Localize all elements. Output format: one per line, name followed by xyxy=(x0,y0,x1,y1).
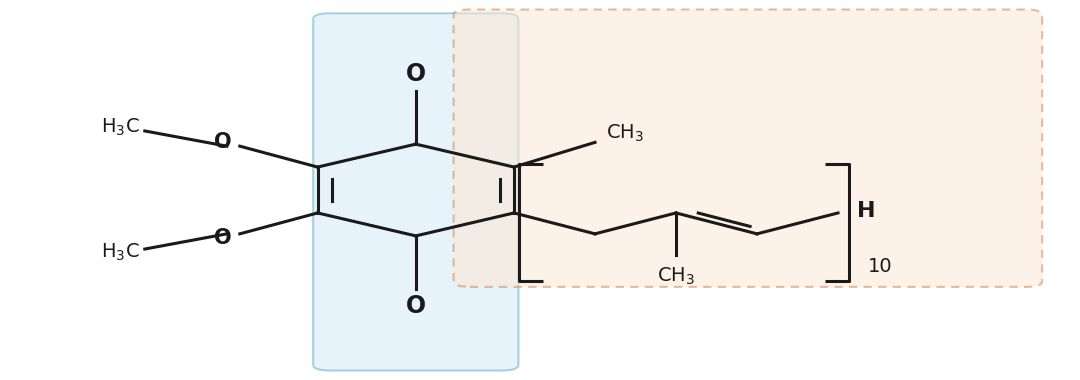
Text: O: O xyxy=(406,294,426,318)
Text: CH$_3$: CH$_3$ xyxy=(606,122,644,144)
Text: O: O xyxy=(406,62,426,86)
FancyBboxPatch shape xyxy=(454,10,1042,287)
Text: H$_3$C: H$_3$C xyxy=(100,242,139,263)
Text: H$_3$C: H$_3$C xyxy=(100,117,139,138)
Text: 10: 10 xyxy=(868,256,893,276)
Text: H: H xyxy=(858,201,876,221)
Text: O: O xyxy=(214,132,231,152)
Text: CH$_3$: CH$_3$ xyxy=(657,266,696,287)
Text: O: O xyxy=(214,228,231,248)
FancyBboxPatch shape xyxy=(313,13,518,370)
